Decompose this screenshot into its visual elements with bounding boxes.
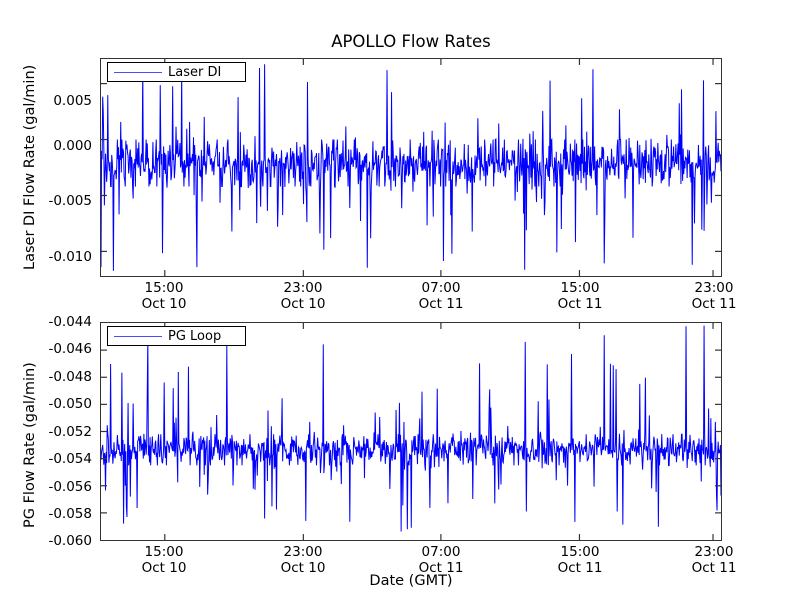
ytick-label: -0.048 [48,369,92,385]
xtick-time: 23:00 [283,544,323,560]
xtick-time: 15:00 [560,280,600,296]
xtick-label: 15:00 Oct 11 [558,280,603,312]
xtick-date: Oct 11 [691,296,737,312]
legend-line-sample-icon [114,71,162,73]
xtick-time: 07:00 [421,544,461,560]
top-ytick-labels: 0.005 0.000 -0.005 -0.010 [0,0,92,600]
xtick-time: 15:00 [560,544,600,560]
ytick-label: -0.058 [48,506,92,522]
xtick-date: Oct 10 [280,296,326,312]
ytick-label: -0.010 [48,249,92,265]
ytick-label: -0.056 [48,479,92,495]
xtick-time: 23:00 [694,280,734,296]
bottom-y-axis-label: PG Flow Rate (gal/min) [22,362,38,528]
xtick-date: Oct 11 [691,560,737,576]
ytick-label: -0.050 [48,396,92,412]
xtick-label: 23:00 Oct 11 [692,280,737,312]
bottom-series-plot [101,323,721,540]
xtick-label: 15:00 Oct 11 [558,544,603,576]
legend-label: PG Loop [168,328,222,344]
xtick-time: 23:00 [283,280,323,296]
legend-line-sample-icon [114,335,162,337]
xtick-label: 23:00 Oct 10 [281,280,326,312]
xtick-label: 23:00 Oct 10 [281,544,326,576]
ytick-label: -0.005 [48,193,92,209]
page-title: APOLLO Flow Rates [331,32,491,51]
xtick-date: Oct 10 [141,560,187,576]
bottom-legend[interactable]: PG Loop [107,326,246,346]
ytick-label: -0.046 [48,341,92,357]
xtick-date: Oct 11 [557,296,603,312]
xtick-time: 15:00 [144,280,184,296]
xtick-time: 23:00 [694,544,734,560]
x-axis-label: Date (GMT) [369,573,453,589]
ytick-label: 0.005 [53,93,92,109]
legend-label: Laser DI [168,64,222,80]
ytick-label: -0.060 [48,533,92,549]
xtick-label: 07:00 Oct 11 [419,280,464,312]
xtick-label: 15:00 Oct 10 [142,280,187,312]
ytick-label: -0.054 [48,451,92,467]
ytick-label: -0.052 [48,424,92,440]
xtick-label: 15:00 Oct 10 [142,544,187,576]
ytick-label: -0.044 [48,314,92,330]
xtick-date: Oct 11 [557,560,603,576]
xtick-date: Oct 11 [418,296,464,312]
top-legend[interactable]: Laser DI [107,62,246,82]
xtick-time: 07:00 [421,280,461,296]
axis-ticks [101,59,721,276]
top-plot-area[interactable] [100,58,722,277]
top-series-plot [101,59,721,276]
bottom-ytick-labels: -0.044 -0.046 -0.048 -0.050 -0.052 -0.05… [0,0,92,600]
data-series-line [101,326,721,532]
ytick-label: 0.000 [53,138,92,154]
xtick-label: 07:00 Oct 11 [419,544,464,576]
bottom-plot-area[interactable] [100,322,722,541]
xtick-date: Oct 10 [141,296,187,312]
data-series-line [101,64,721,271]
xtick-date: Oct 11 [418,560,464,576]
xtick-label: 23:00 Oct 11 [692,544,737,576]
xtick-time: 15:00 [144,544,184,560]
xtick-date: Oct 10 [280,560,326,576]
